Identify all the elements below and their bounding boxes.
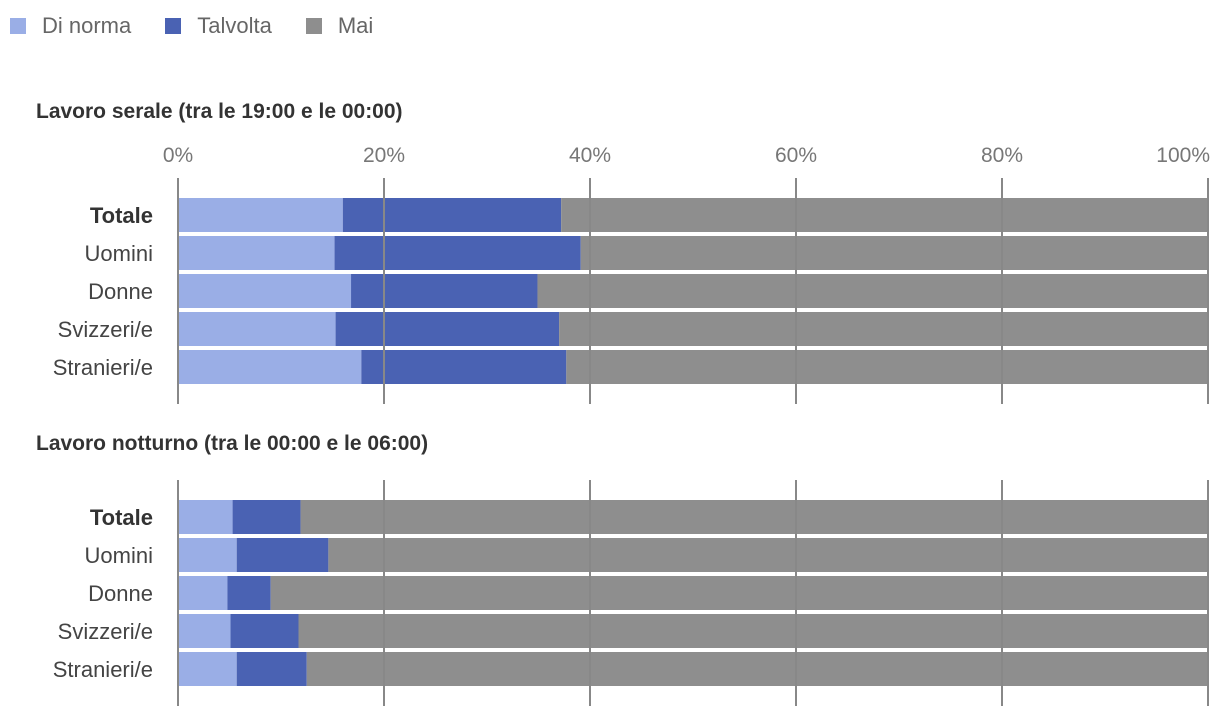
bar-talvolta-stranieri-e-chart1 (361, 350, 567, 384)
category-label-totale-chart1: Totale (90, 203, 153, 228)
category-label-donne-chart1: Donne (88, 279, 153, 304)
bar-mai-svizzeri-e-chart2 (298, 614, 1208, 648)
tick-label-40: 40% (569, 144, 611, 167)
bar-di-norma-donne-chart1 (178, 274, 352, 308)
bar-mai-uomini-chart1 (580, 236, 1208, 270)
legend: Di norma Talvolta Mai (10, 12, 407, 40)
bar-talvolta-uomini-chart1 (334, 236, 581, 270)
bar-di-norma-uomini-chart1 (178, 236, 335, 270)
chart-title-2: Lavoro notturno (tra le 00:00 e le 06:00… (36, 432, 428, 455)
bar-di-norma-donne-chart2 (178, 576, 228, 610)
legend-swatch-di-norma (10, 18, 26, 34)
bar-mai-donne-chart1 (537, 274, 1208, 308)
category-label-stranieri-e-chart1: Stranieri/e (53, 355, 153, 380)
category-label-svizzeri-e-chart1: Svizzeri/e (58, 317, 153, 342)
category-label-uomini-chart1: Uomini (85, 241, 153, 266)
tick-label-20: 20% (363, 144, 405, 167)
tick-label-60: 60% (775, 144, 817, 167)
legend-item-talvolta[interactable]: Talvolta (165, 13, 272, 39)
tick-label-80: 80% (981, 144, 1023, 167)
bar-di-norma-uomini-chart2 (178, 538, 237, 572)
bar-talvolta-donne-chart2 (227, 576, 271, 610)
bar-mai-totale-chart2 (300, 500, 1208, 534)
legend-swatch-mai (305, 18, 322, 34)
bar-di-norma-svizzeri-e-chart2 (178, 614, 231, 648)
bar-di-norma-svizzeri-e-chart1 (178, 312, 336, 346)
bar-talvolta-svizzeri-e-chart1 (335, 312, 560, 346)
bar-talvolta-totale-chart1 (342, 198, 562, 232)
category-label-stranieri-e-chart2: Stranieri/e (53, 657, 153, 682)
bar-talvolta-totale-chart2 (232, 500, 301, 534)
bar-di-norma-totale-chart1 (178, 198, 343, 232)
bar-di-norma-stranieri-e-chart2 (178, 652, 237, 686)
bar-talvolta-donne-chart1 (351, 274, 538, 308)
category-label-uomini-chart2: Uomini (85, 543, 153, 568)
bar-talvolta-svizzeri-e-chart2 (230, 614, 299, 648)
legend-label-di-norma: Di norma (42, 13, 132, 38)
bar-mai-stranieri-e-chart2 (306, 652, 1208, 686)
category-label-donne-chart2: Donne (88, 581, 153, 606)
bar-talvolta-stranieri-e-chart2 (236, 652, 307, 686)
category-label-svizzeri-e-chart2: Svizzeri/e (58, 619, 153, 644)
tick-label-100: 100% (1156, 144, 1210, 167)
bar-di-norma-stranieri-e-chart1 (178, 350, 362, 384)
bar-mai-uomini-chart2 (328, 538, 1208, 572)
bar-mai-svizzeri-e-chart1 (559, 312, 1208, 346)
bar-mai-stranieri-e-chart1 (566, 350, 1208, 384)
tick-label-0: 0% (163, 144, 193, 167)
category-label-totale-chart2: Totale (90, 505, 153, 530)
bar-mai-totale-chart1 (561, 198, 1208, 232)
bar-talvolta-uomini-chart2 (236, 538, 329, 572)
legend-item-di-norma[interactable]: Di norma (10, 13, 131, 39)
bar-di-norma-totale-chart2 (178, 500, 233, 534)
bar-mai-donne-chart2 (270, 576, 1208, 610)
legend-swatch-talvolta (165, 18, 182, 34)
legend-label-mai: Mai (337, 13, 374, 38)
chart-title-1: Lavoro serale (tra le 19:00 e le 00:00) (36, 100, 403, 123)
legend-label-talvolta: Talvolta (197, 13, 272, 38)
legend-item-mai[interactable]: Mai (305, 13, 374, 39)
